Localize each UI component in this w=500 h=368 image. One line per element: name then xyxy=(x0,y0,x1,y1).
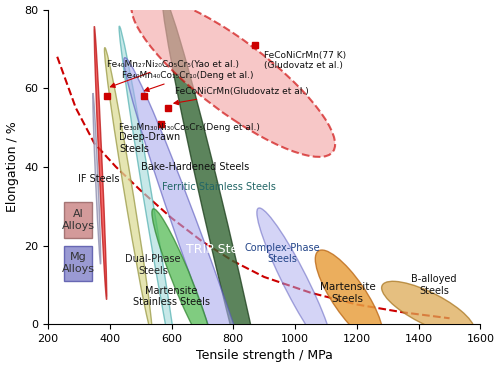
Ellipse shape xyxy=(152,209,213,353)
Text: Mg
Alloys: Mg Alloys xyxy=(62,252,94,274)
Ellipse shape xyxy=(162,0,280,368)
Text: Fe₃₀Mn₃₀Ni₃₀Co₅Cr₅(Deng et al.): Fe₃₀Mn₃₀Ni₃₀Co₅Cr₅(Deng et al.) xyxy=(119,123,260,132)
Ellipse shape xyxy=(93,93,100,264)
Bar xyxy=(64,245,92,281)
Text: Fe₄₀Mn₄₀Co₁₅Cr₁₀(Deng et al.): Fe₄₀Mn₄₀Co₁₅Cr₁₀(Deng et al.) xyxy=(122,71,254,92)
Ellipse shape xyxy=(316,250,383,343)
Text: Martensite
Steels: Martensite Steels xyxy=(320,282,376,304)
Text: Dual-Phase
Steels: Dual-Phase Steels xyxy=(125,254,180,276)
Text: Deep-Drawn
Steels: Deep-Drawn Steels xyxy=(119,132,180,154)
Text: Martensite
Stainless Steels: Martensite Stainless Steels xyxy=(133,286,210,307)
Text: FeCoNiCrMn(Gludovatz et al.): FeCoNiCrMn(Gludovatz et al.) xyxy=(174,87,308,105)
Ellipse shape xyxy=(104,47,152,333)
Text: Ferritic Stainless Steels: Ferritic Stainless Steels xyxy=(162,181,276,191)
Text: FeCoNiCrMn(77 K)
(Gludovatz et al.): FeCoNiCrMn(77 K) (Gludovatz et al.) xyxy=(264,51,346,70)
Ellipse shape xyxy=(119,26,180,368)
Text: Complex-Phase
Steels: Complex-Phase Steels xyxy=(245,243,320,264)
Y-axis label: Elongation / %: Elongation / % xyxy=(6,121,18,212)
Text: TRIP Steels: TRIP Steels xyxy=(186,243,256,256)
Ellipse shape xyxy=(382,281,474,336)
X-axis label: Tensile strength / MPa: Tensile strength / MPa xyxy=(196,350,332,362)
Text: Bake-Hardened Steels: Bake-Hardened Steels xyxy=(140,162,249,172)
Text: IF Steels: IF Steels xyxy=(78,174,120,184)
Ellipse shape xyxy=(257,208,334,354)
Text: B-alloyed
Steels: B-alloyed Steels xyxy=(412,274,457,296)
Ellipse shape xyxy=(94,26,107,300)
Ellipse shape xyxy=(132,0,335,157)
Text: Fe₄₀Mn₂₇Ni₂₀Co₅Cr₅(Yao et al.): Fe₄₀Mn₂₇Ni₂₀Co₅Cr₅(Yao et al.) xyxy=(106,60,238,87)
Text: Al
Alloys: Al Alloys xyxy=(62,209,94,231)
Ellipse shape xyxy=(124,58,281,368)
Bar xyxy=(64,202,92,238)
